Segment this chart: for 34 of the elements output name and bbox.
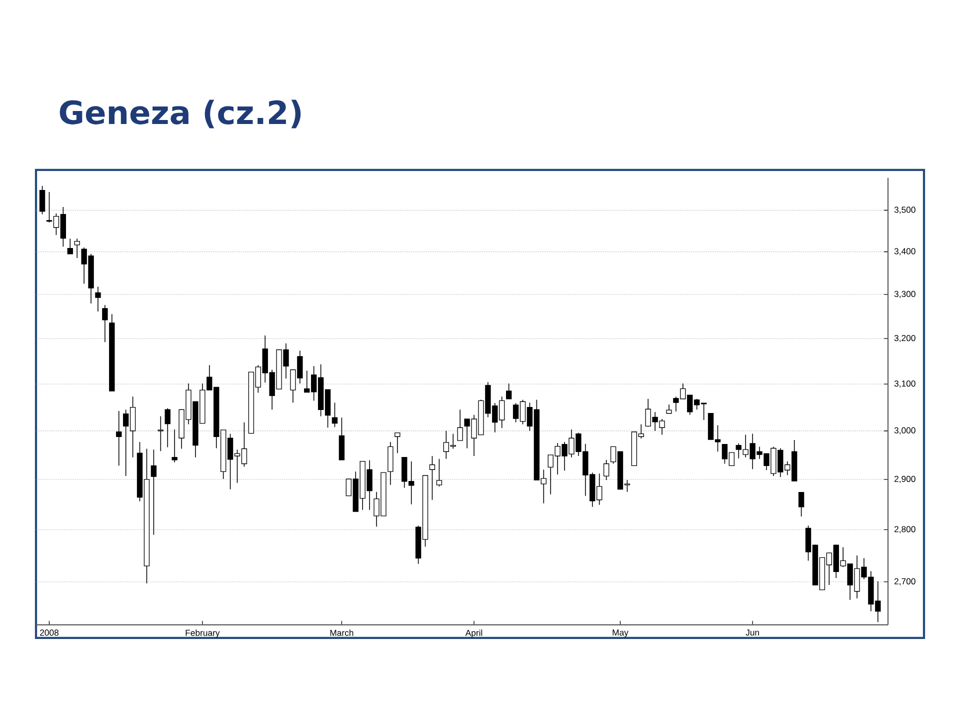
candlestick — [95, 286, 101, 312]
candlestick — [332, 402, 338, 428]
y-tick-label: 3,500 — [894, 206, 916, 214]
y-tick-label: 2,800 — [894, 526, 916, 534]
y-tick-label: 3,300 — [894, 290, 916, 298]
y-tick-label: 3,400 — [894, 248, 916, 256]
candlestick — [150, 449, 157, 536]
chart-title: Geneza (cz.2) — [60, 100, 301, 128]
x-tick-label: April — [465, 630, 482, 638]
candlestick — [102, 304, 108, 343]
y-tick-label: 2,700 — [894, 578, 916, 586]
x-tick-label: May — [612, 630, 628, 638]
y-tick-label: 3,100 — [894, 380, 916, 388]
y-tick-label: 2,900 — [894, 476, 916, 484]
candlestick — [506, 383, 512, 400]
y-tick-label: 3,200 — [894, 334, 916, 342]
candlestick — [74, 238, 80, 258]
x-tick-label: Jun — [746, 630, 759, 636]
candlestick — [116, 410, 122, 466]
candlestick — [436, 458, 442, 487]
candlestick — [172, 429, 178, 463]
candlestick — [394, 432, 400, 454]
candlestick — [603, 459, 610, 480]
candlestick — [39, 185, 46, 215]
candlestick — [164, 408, 170, 448]
candlestick — [457, 409, 463, 441]
candlestick — [798, 492, 804, 517]
candlestick — [158, 416, 164, 452]
candlestick — [429, 456, 436, 500]
y-tick-label: 3,000 — [894, 427, 916, 434]
x-tick-label: February — [186, 630, 220, 638]
x-tick-label: 2008 — [40, 630, 58, 636]
candlestick — [67, 238, 73, 254]
x-tick-label: March — [330, 630, 354, 636]
